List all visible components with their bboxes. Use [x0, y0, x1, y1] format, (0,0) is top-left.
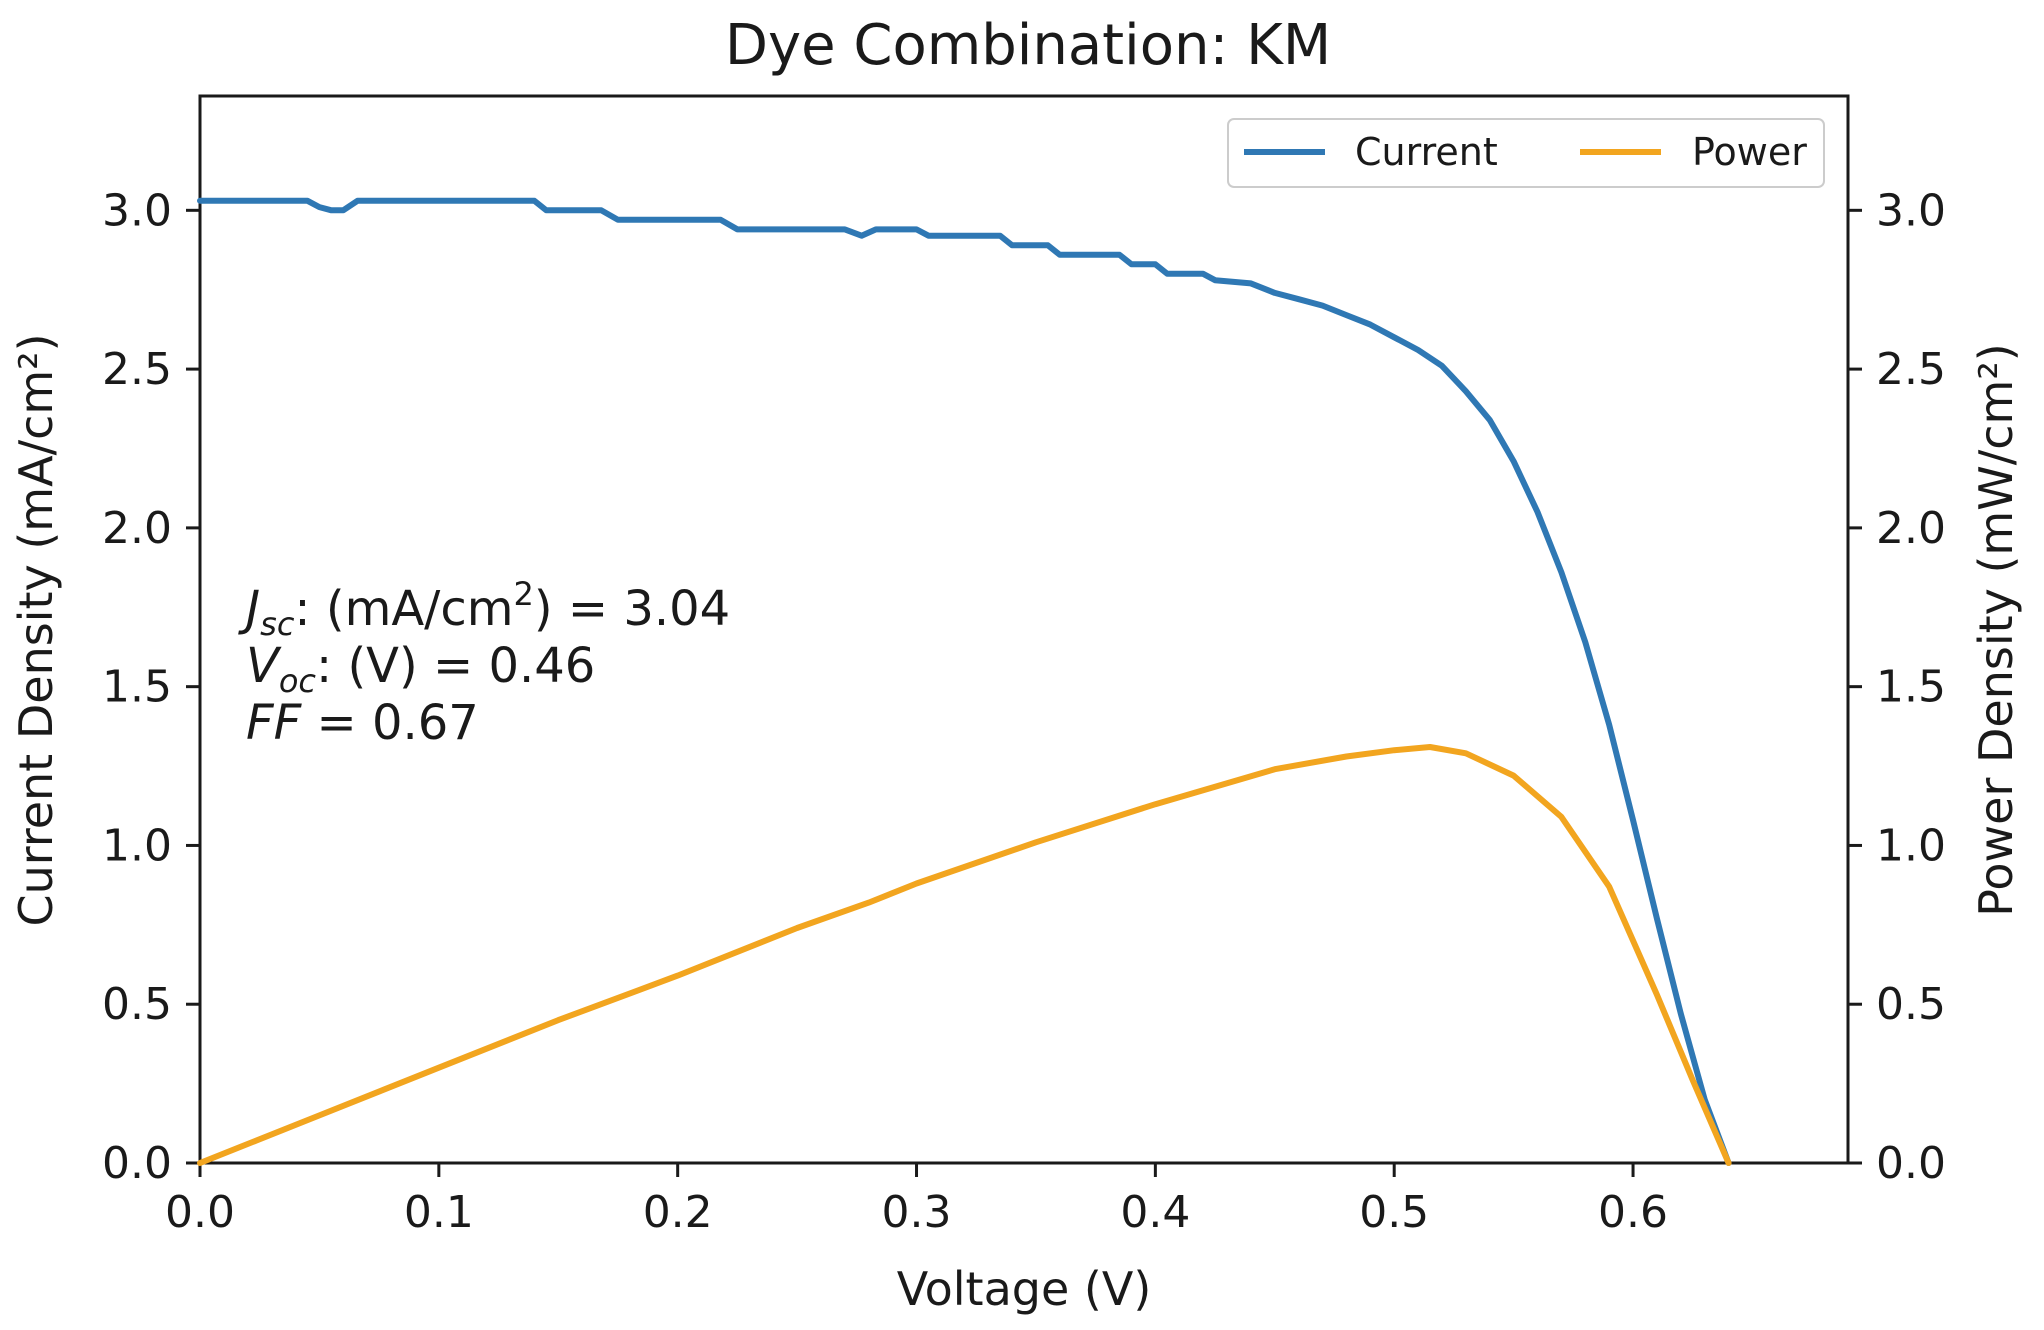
- x-tick-label: 0.1: [404, 1187, 474, 1238]
- x-tick-label: 0.4: [1120, 1187, 1190, 1238]
- jsc-symbol: J: [238, 581, 260, 637]
- chart-title: Dye Combination: KM: [725, 13, 1331, 78]
- right-y-axis-label: Power Density (mW/cm²): [1969, 343, 2023, 916]
- legend-label-power: Power: [1692, 130, 1807, 174]
- plot-area-frame: [198, 94, 1850, 1165]
- x-tick-label: 0.6: [1598, 1187, 1668, 1238]
- jsc-unit-prefix: : (mA/cm: [294, 581, 513, 637]
- voc-value: 0.46: [488, 638, 595, 694]
- right-y-tick-label: 3.0: [1876, 185, 1946, 236]
- x-tick-label: 0.2: [643, 1187, 713, 1238]
- power-series-line: [197, 744, 1732, 1166]
- annotation-jsc: Jsc: (mA/cm2) = 3.04: [238, 575, 730, 643]
- jsc-value: 3.04: [623, 581, 730, 637]
- x-axis-label: Voltage (V): [897, 1262, 1152, 1316]
- voc-subscript: oc: [279, 662, 317, 700]
- legend: Current Power: [1227, 118, 1825, 188]
- annotation-ff: FF = 0.67: [246, 695, 479, 751]
- ff-symbol: FF: [246, 695, 303, 751]
- right-y-tick-label: 1.5: [1876, 662, 1946, 713]
- x-tick-label: 0.3: [882, 1187, 952, 1238]
- voc-unit: : (V) =: [316, 638, 488, 694]
- current-series-line: [197, 197, 1732, 1166]
- right-y-tick-label: 0.5: [1876, 979, 1946, 1030]
- x-tick-label: 0.0: [165, 1187, 235, 1238]
- left-y-tick-label: 2.5: [102, 344, 172, 395]
- left-y-tick-label: 0.0: [102, 1138, 172, 1189]
- voc-symbol: V: [246, 638, 282, 694]
- jsc-unit-suffix: ) =: [534, 581, 623, 637]
- left-y-tick-label: 2.0: [102, 503, 172, 554]
- right-y-tick-label: 2.0: [1876, 503, 1946, 554]
- legend-box: [1227, 118, 1825, 188]
- left-y-axis-ticks: 0.0 0.5 1.0 1.5 2.0 2.5 3.0: [102, 185, 200, 1189]
- left-y-tick-label: 0.5: [102, 979, 172, 1030]
- right-y-tick-label: 0.0: [1876, 1138, 1946, 1189]
- annotation-voc: Voc: (V) = 0.46: [246, 638, 595, 700]
- performance-annotation: Jsc: (mA/cm2) = 3.04 Voc: (V) = 0.46 FF …: [238, 575, 730, 751]
- left-y-tick-label: 3.0: [102, 185, 172, 236]
- ff-value: 0.67: [372, 695, 479, 751]
- jsc-unit-sup: 2: [514, 575, 534, 613]
- legend-label-current: Current: [1355, 130, 1498, 174]
- left-y-tick-label: 1.5: [102, 662, 172, 713]
- right-y-tick-label: 1.0: [1876, 820, 1946, 871]
- left-y-axis-label: Current Density (mA/cm²): [9, 333, 63, 926]
- right-y-axis-ticks: 0.0 0.5 1.0 1.5 2.0 2.5 3.0: [1848, 185, 1946, 1189]
- left-y-tick-label: 1.0: [102, 820, 172, 871]
- ff-eq: =: [301, 695, 372, 751]
- x-axis-ticks: 0.0 0.1 0.2 0.3 0.4 0.5 0.6: [165, 1163, 1668, 1238]
- x-tick-label: 0.5: [1359, 1187, 1429, 1238]
- jsc-subscript: sc: [260, 605, 295, 643]
- right-y-tick-label: 2.5: [1876, 344, 1946, 395]
